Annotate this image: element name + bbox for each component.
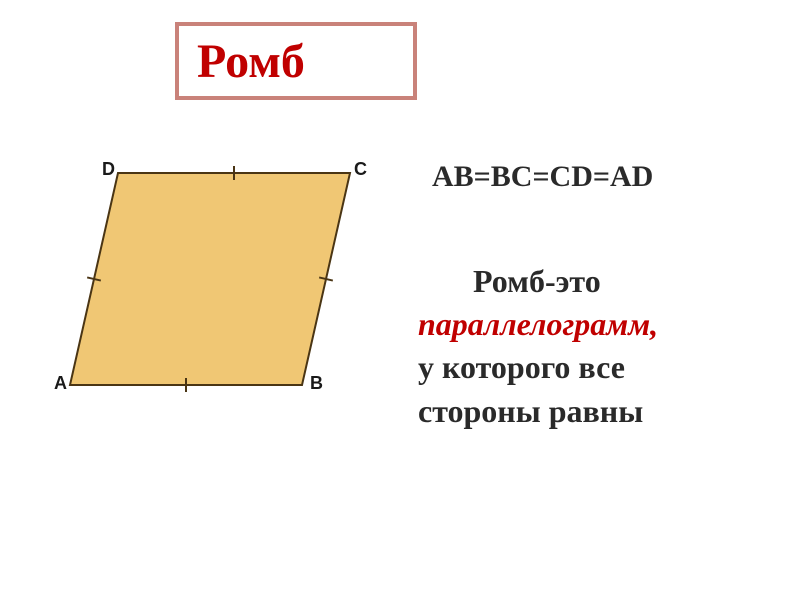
title-box: Ромб [175, 22, 417, 100]
vertex-label-a: A [54, 373, 67, 394]
definition-rest1: -это [545, 263, 601, 299]
definition-italic: параллелограмм, [418, 303, 778, 346]
vertex-label-d: D [102, 159, 115, 180]
vertex-label-b: B [310, 373, 323, 394]
rhombus-diagram: A B C D [40, 155, 380, 415]
vertex-label-c: C [354, 159, 367, 180]
definition-line-4: стороны равны [418, 390, 778, 433]
rhombus-svg [40, 155, 380, 415]
definition-term: Ромб [473, 263, 545, 299]
title-text: Ромб [197, 34, 305, 89]
definition-line-3: у которого все [418, 346, 778, 389]
side-equality-equation: АВ=ВС=СD=АD [432, 160, 653, 194]
definition-line-1: Ромб-это [418, 260, 778, 303]
definition-text: Ромб-это параллелограмм, у которого все … [418, 260, 778, 433]
